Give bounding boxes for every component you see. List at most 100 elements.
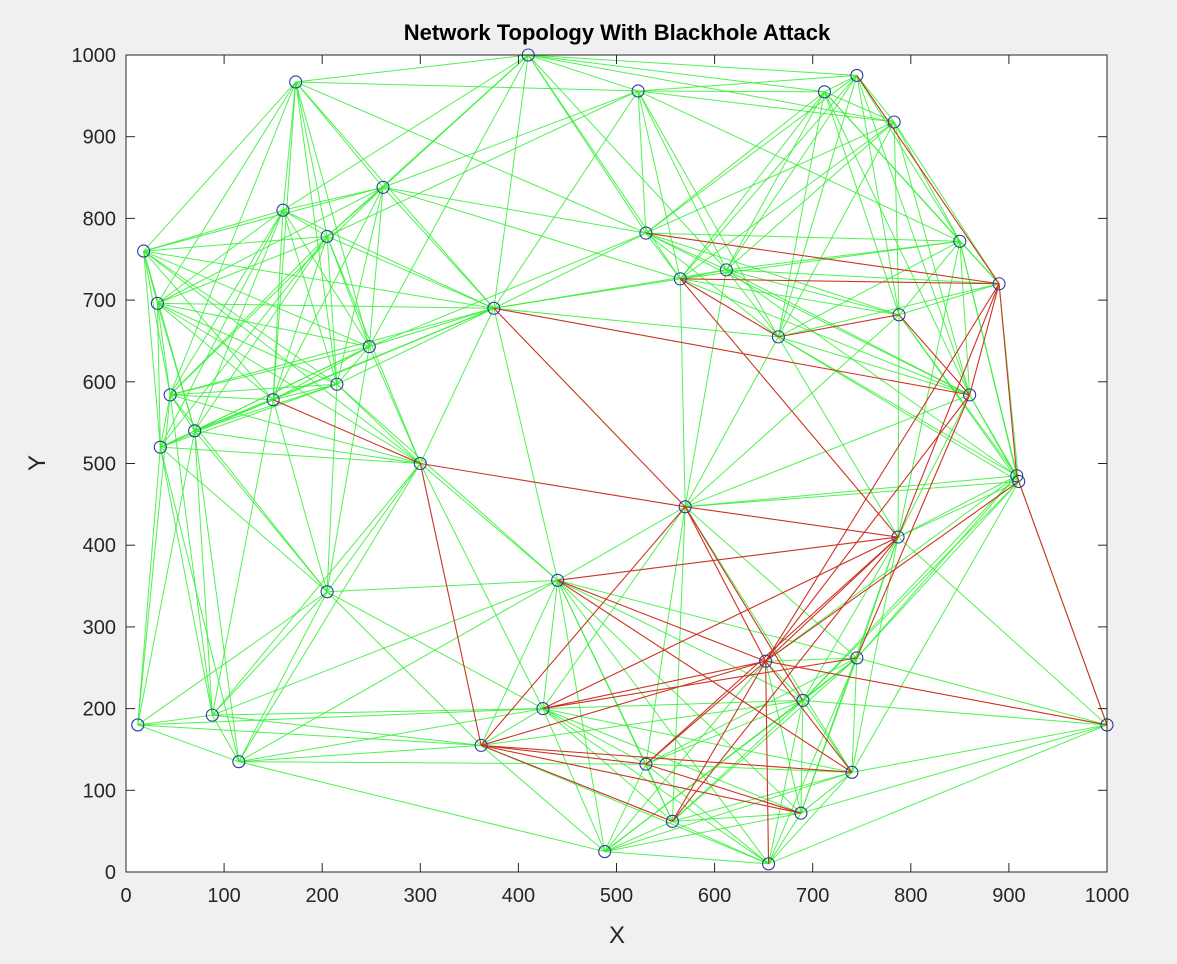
normal-link [800,700,804,814]
normal-link [336,383,421,464]
node-marker [639,757,653,771]
node-marker [762,857,776,871]
node-marker [413,456,427,471]
normal-link [194,430,328,593]
normal-link [542,708,647,765]
normal-link [637,90,681,279]
normal-link [637,90,647,234]
attack-link [480,660,766,746]
node-marker [266,393,280,407]
normal-link [897,314,900,538]
node-marker [205,708,219,722]
normal-link [645,232,960,242]
normal-link [137,708,543,726]
node-marker [719,263,733,277]
normal-link [645,75,858,234]
normal-link [898,314,1020,482]
node-marker [188,424,202,438]
normal-link [159,394,171,448]
normal-link [272,187,384,401]
y-tick-label: 1000 [72,45,117,67]
x-tick-label: 400 [502,885,535,907]
normal-link [143,251,161,448]
node-marker [232,755,246,769]
normal-link [238,579,558,763]
node-marker [320,229,334,243]
normal-link [156,303,161,448]
attack-link [557,579,766,662]
attack-link [481,744,802,814]
normal-link [679,75,858,280]
attack-link [765,283,1000,662]
normal-link [638,90,895,123]
normal-link [897,481,1019,538]
node-marker [771,330,785,344]
normal-link [684,506,858,659]
normal-link [645,763,673,822]
node-marker [796,693,810,707]
node-marker [362,340,376,354]
normal-link [194,236,328,432]
normal-link [685,475,1017,508]
normal-link [604,660,766,852]
attack-link [778,314,900,338]
normal-link [160,399,274,448]
node-marker [131,718,145,732]
normal-link [169,394,328,593]
normal-link [194,307,495,432]
normal-link [481,699,803,746]
normal-link [238,744,482,763]
normal-link [368,54,529,347]
normal-link [137,394,171,725]
normal-link [645,232,900,316]
normal-link [856,75,900,315]
normal-link [326,235,495,309]
normal-link [282,186,384,211]
x-tick-label: 100 [207,885,240,907]
normal-link [684,394,970,508]
normal-link [765,657,857,662]
normal-link [157,302,370,348]
y-axis: 0 100 200 300 400 500 600 700 800 900 1000 [72,45,1107,884]
y-tick-label: 900 [83,127,116,149]
normal-link [419,463,558,581]
normal-link [671,506,686,822]
normal-link [169,209,284,396]
attack-link [680,278,1000,285]
normal-link [480,708,544,746]
normal-link [684,336,779,508]
normal-link [768,771,853,865]
y-tick-label: 700 [83,290,116,312]
normal-link [157,302,338,385]
normal-link [679,121,895,280]
normal-link [604,851,769,865]
attack-link [684,506,767,662]
node-marker [817,85,832,99]
normal-link [680,278,970,396]
x-tick-label: 500 [600,885,633,907]
x-tick-label: 800 [894,885,927,907]
normal-link [480,580,559,746]
attack-link [557,536,899,581]
normal-link [897,394,971,538]
normal-link [637,90,727,271]
attack-link [685,506,899,538]
normal-link [282,54,529,211]
normal-link [725,269,779,338]
normal-link [326,54,529,237]
attack-link [671,536,899,822]
normal-link [326,346,370,592]
normal-link [604,657,858,852]
x-tick-label: 1000 [1085,885,1130,907]
attack-link [969,283,1000,396]
normal-link [212,579,558,716]
normal-link [969,394,1020,482]
normal-link [679,278,686,507]
normal-links [137,54,1108,865]
normal-link [680,269,727,280]
normal-link [493,269,727,309]
normal-link [282,81,297,211]
node-marker [845,765,859,779]
chart-title: Network Topology With Blackhole Attack [404,20,831,45]
